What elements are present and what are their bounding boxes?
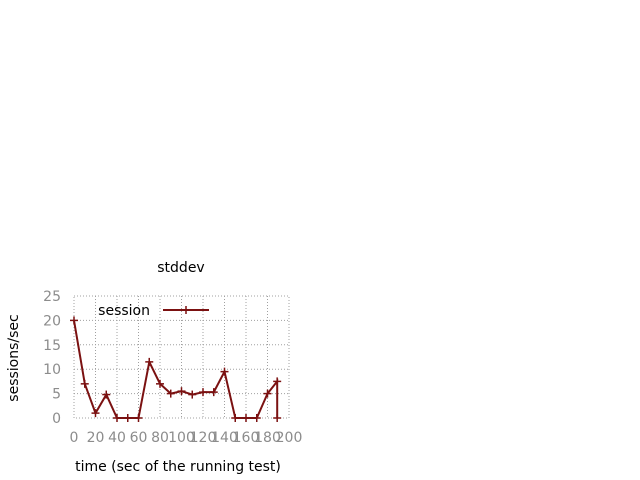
data-point-session-20 [273,414,282,422]
series-group [70,316,282,422]
y-tick-label-10: 10 [43,362,61,378]
x-axis-title: time (sec of the running test) [75,459,281,475]
x-tick-label-180: 180 [254,430,281,446]
x-tick-label-200: 200 [276,430,303,446]
chart-title: stddev [157,260,204,276]
x-tick-label-60: 60 [130,430,148,446]
data-point-session-19 [273,377,282,386]
y-tick-label-5: 5 [52,387,61,403]
data-point-session-1 [80,379,89,388]
data-point-session-6 [134,414,143,422]
data-point-session-7 [145,357,154,366]
data-point-session-13 [209,388,218,397]
y-tick-label-15: 15 [43,338,61,354]
x-tick-label-100: 100 [168,430,195,446]
data-point-session-3 [102,390,111,399]
legend-swatch-session [163,306,209,314]
x-tick-label-40: 40 [108,430,126,446]
data-point-session-0 [70,316,78,325]
data-point-session-11 [188,390,197,399]
legend: session [98,303,209,319]
data-point-session-14 [220,367,229,376]
data-point-session-2 [91,409,100,418]
y-tick-label-20: 20 [43,313,61,329]
data-point-session-17 [252,414,261,422]
data-point-session-18 [263,389,272,398]
x-tick-label-80: 80 [151,430,169,446]
data-point-session-15 [231,414,240,422]
data-point-session-10 [177,387,186,396]
x-tick-label-0: 0 [70,430,79,446]
x-tick-label-20: 20 [87,430,105,446]
data-point-session-9 [166,389,175,398]
x-tick-label-120: 120 [190,430,217,446]
x-tick-label-140: 140 [211,430,238,446]
data-point-session-16 [242,414,250,422]
plot-frame [73,295,290,419]
y-axis-title: sessions/sec [6,314,22,401]
data-point-session-8 [156,379,164,388]
data-point-session-12 [199,388,207,397]
y-axis-ticks: 0 5 10 15 20 25 [43,289,61,427]
grid [74,296,289,418]
x-tick-label-160: 160 [233,430,260,446]
data-point-session-5 [123,414,132,422]
data-point-session-4 [113,414,121,422]
legend-label-session: session [98,303,150,319]
y-tick-label-25: 25 [43,289,61,305]
y-tick-label-0: 0 [52,411,61,427]
